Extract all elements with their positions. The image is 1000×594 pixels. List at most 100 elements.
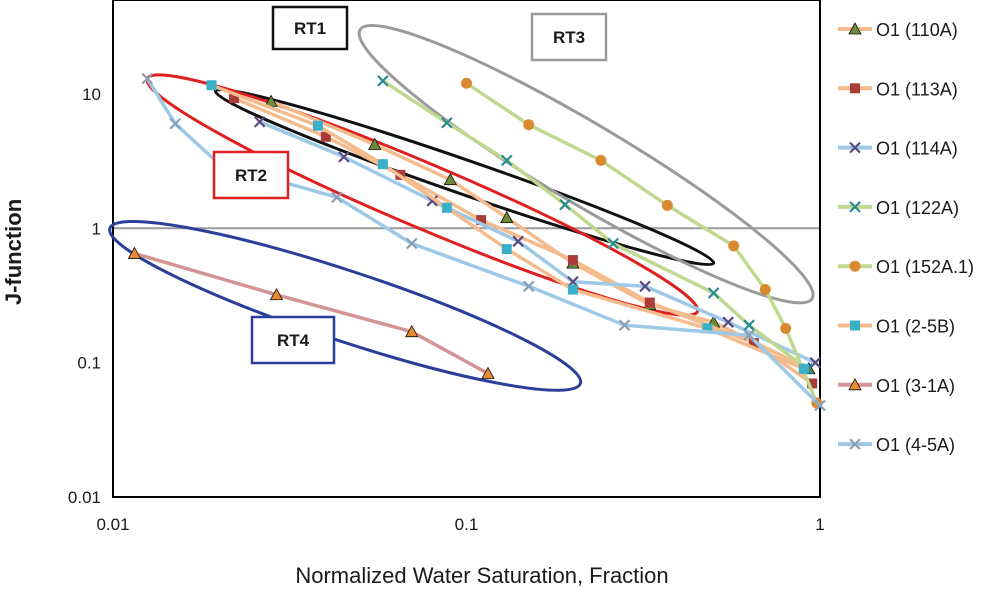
data-point — [501, 244, 512, 255]
y-tick-label: 0.01 — [68, 488, 101, 507]
legend-item: O1 (152A.1) — [838, 257, 974, 277]
legend-label: O1 (4-5A) — [876, 435, 955, 455]
data-point — [814, 399, 826, 412]
x-axis-title: Normalized Water Saturation, Fraction — [295, 563, 668, 588]
series-group — [229, 93, 818, 389]
legend-item: O1 (113A) — [838, 79, 958, 99]
data-point — [522, 280, 535, 293]
series-group — [127, 246, 495, 379]
label-rt4: RT4 — [277, 331, 310, 350]
legend-label: O1 (122A) — [876, 198, 959, 218]
series-line — [465, 81, 819, 404]
data-point — [644, 297, 655, 308]
data-point — [169, 117, 182, 130]
plot-area-frame — [112, 0, 821, 498]
legend-marker — [849, 438, 861, 450]
data-point — [269, 287, 284, 301]
x-tick-label: 0.1 — [455, 515, 479, 534]
data-point — [707, 287, 720, 299]
legend-label: O1 (152A.1) — [876, 257, 974, 277]
data-point — [441, 116, 453, 129]
data-point — [809, 356, 822, 369]
legend-label: O1 (110A) — [876, 20, 958, 40]
series-line — [381, 79, 809, 371]
data-point — [559, 198, 571, 211]
legend-marker — [850, 83, 860, 94]
tick-labels: 0.01 0.1 1 0.01 0.1 1 10 — [68, 85, 825, 534]
legend-item: O1 (4-5A) — [838, 435, 955, 455]
legend-label: O1 (114A) — [876, 139, 958, 159]
data-point — [500, 210, 514, 224]
data-point — [743, 319, 755, 331]
legend-item: O1 (122A) — [838, 198, 959, 218]
legend-marker — [848, 22, 862, 35]
data-point — [377, 159, 388, 170]
data-point — [567, 255, 578, 266]
legend-marker — [850, 320, 860, 331]
data-point — [127, 246, 142, 259]
data-point — [807, 378, 818, 389]
data-point — [618, 319, 631, 331]
label-box-rt4 — [250, 315, 336, 365]
ellipse-rt3 — [357, 23, 815, 305]
data-point — [229, 93, 240, 104]
y-axis-title: J-function — [1, 199, 26, 305]
legend-marker — [848, 377, 862, 391]
series-line — [233, 96, 814, 385]
series-line — [210, 83, 805, 371]
legend-item: O1 (3-1A) — [838, 376, 955, 396]
data-point — [476, 215, 487, 226]
data-point — [320, 131, 331, 142]
series-line — [133, 251, 489, 376]
data-point — [639, 280, 651, 293]
data-point — [780, 322, 792, 334]
y-tick-label: 1 — [92, 219, 101, 238]
y-tick-label: 0.1 — [77, 354, 101, 373]
label-box-rt1 — [271, 5, 349, 51]
legend-marker — [849, 260, 861, 272]
data-point — [728, 240, 740, 252]
data-point — [405, 324, 419, 338]
data-point — [338, 151, 350, 163]
data-point — [661, 199, 673, 211]
ellipse-rt1 — [213, 88, 716, 267]
rock-type-labels: RT1 RT2 RT3 RT4 — [212, 5, 608, 365]
data-point — [722, 316, 734, 328]
data-point — [206, 80, 217, 91]
series-group — [206, 80, 809, 374]
data-point — [481, 366, 495, 379]
legend-marker — [849, 141, 861, 154]
legend-label: O1 (2-5B) — [876, 317, 955, 337]
label-box-rt3 — [530, 12, 608, 62]
data-point — [368, 137, 382, 150]
data-point — [501, 154, 513, 167]
series-group — [377, 75, 813, 375]
data-point — [312, 120, 323, 131]
label-rt2: RT2 — [235, 166, 267, 185]
x-tick-label: 0.01 — [96, 515, 129, 534]
data-point — [441, 202, 452, 213]
data-point — [798, 363, 809, 374]
data-point — [748, 338, 759, 349]
data-point — [595, 154, 607, 166]
series-line — [259, 120, 817, 365]
data-point — [702, 323, 713, 334]
data-point — [523, 119, 535, 131]
legend-item: O1 (110A) — [838, 20, 958, 40]
data-point — [331, 191, 343, 204]
data-point — [567, 284, 578, 295]
data-point — [141, 72, 154, 85]
x-tick-label: 1 — [815, 515, 824, 534]
series-line — [270, 99, 810, 371]
data-point — [512, 235, 524, 248]
label-rt3: RT3 — [553, 28, 585, 47]
data-point — [443, 172, 457, 186]
series-group — [141, 72, 826, 412]
series-layer — [127, 72, 826, 412]
legend-marker — [849, 201, 861, 213]
data-point — [405, 237, 418, 250]
legend-item: O1 (2-5B) — [838, 317, 955, 337]
data-point — [743, 329, 755, 341]
